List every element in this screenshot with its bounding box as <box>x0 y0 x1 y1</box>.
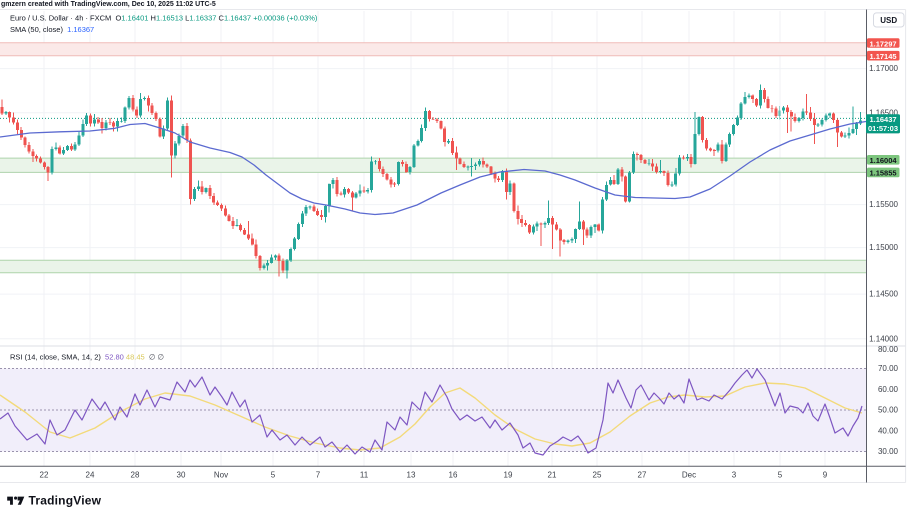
svg-text:1.15000: 1.15000 <box>869 243 898 252</box>
svg-text:30: 30 <box>177 471 186 480</box>
svg-text:60.00: 60.00 <box>878 385 899 394</box>
svg-text:80.00: 80.00 <box>878 345 899 354</box>
svg-text:1.16500: 1.16500 <box>869 108 898 117</box>
svg-text:SMA (50, close) 1.16367: SMA (50, close) 1.16367 <box>10 25 94 34</box>
svg-text:TradingView: TradingView <box>29 493 102 507</box>
svg-text:24: 24 <box>86 471 95 480</box>
svg-text:1.15855: 1.15855 <box>869 169 896 178</box>
svg-text:Dec: Dec <box>682 471 696 480</box>
svg-text:1.17000: 1.17000 <box>869 64 898 73</box>
svg-text:01:57:03: 01:57:03 <box>868 124 898 133</box>
svg-text:5: 5 <box>271 471 276 480</box>
svg-text:27: 27 <box>638 471 647 480</box>
svg-text:5: 5 <box>778 471 783 480</box>
svg-text:19: 19 <box>504 471 513 480</box>
svg-text:1.14000: 1.14000 <box>869 334 898 343</box>
svg-text:3: 3 <box>732 471 737 480</box>
svg-text:1.14500: 1.14500 <box>869 290 898 299</box>
svg-text:RSI (14, close, SMA, 14, 2) 5: RSI (14, close, SMA, 14, 2) 52.80 48.45 … <box>10 353 165 362</box>
svg-text:21: 21 <box>548 471 557 480</box>
svg-text:16: 16 <box>449 471 458 480</box>
svg-text:1.17297: 1.17297 <box>869 39 896 48</box>
svg-text:1.15500: 1.15500 <box>869 200 898 209</box>
svg-text:1.16004: 1.16004 <box>869 156 897 165</box>
svg-text:40.00: 40.00 <box>878 426 899 435</box>
svg-text:Euro / U.S. Dollar · 4h · FXCM: Euro / U.S. Dollar · 4h · FXCM O1.16401 … <box>10 13 318 22</box>
svg-text:9: 9 <box>823 471 828 480</box>
svg-text:1.17145: 1.17145 <box>869 52 896 61</box>
svg-text:11: 11 <box>360 471 369 480</box>
svg-text:50.00: 50.00 <box>878 406 899 415</box>
svg-text:USD: USD <box>880 16 897 25</box>
svg-text:Nov: Nov <box>214 471 228 480</box>
svg-text:28: 28 <box>131 471 140 480</box>
svg-text:13: 13 <box>407 471 416 480</box>
svg-text:25: 25 <box>593 471 602 480</box>
svg-text:30.00: 30.00 <box>878 447 899 456</box>
svg-text:70.00: 70.00 <box>878 364 899 373</box>
svg-text:gmzern created with TradingVie: gmzern created with TradingView.com, Dec… <box>1 1 216 8</box>
svg-text:22: 22 <box>40 471 49 480</box>
svg-text:1.16437: 1.16437 <box>869 115 896 124</box>
svg-text:7: 7 <box>316 471 321 480</box>
